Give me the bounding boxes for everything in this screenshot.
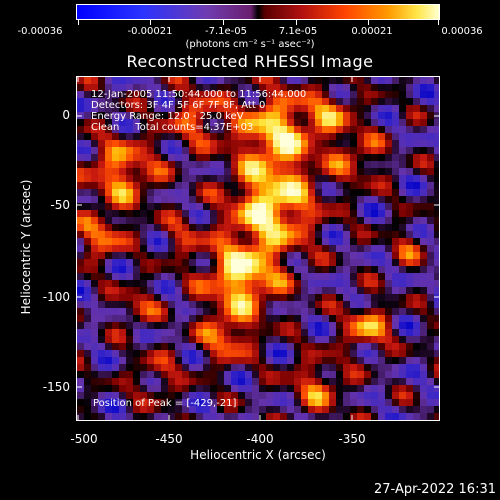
colorbar-tick-label: 0.00036 [441, 26, 483, 37]
x-tick-label: -500 [70, 432, 98, 446]
y-tick-label: 0 [62, 108, 70, 122]
image-title: Reconstructed RHESSI Image [126, 52, 374, 71]
colorbar-tick-label: -7.1e-05 [205, 26, 247, 37]
footer-date: 27-Apr-2022 16:31 [374, 482, 496, 497]
y-tick-label: -150 [42, 380, 70, 394]
x-axis-label: Heliocentric X (arcsec) [190, 448, 326, 462]
heatmap-image [77, 77, 439, 420]
x-tick-label: -350 [338, 432, 366, 446]
y-tick-label: -100 [42, 290, 70, 304]
y-axis-label: Heliocentric Y (arcsec) [19, 179, 33, 315]
rhessi-image-plot: 12-Jan-2005 11:50:44.000 to 11:56:44.000… [76, 76, 440, 421]
time-range-text: 12-Jan-2005 11:50:44.000 to 11:56:44.000 [91, 89, 307, 100]
colorbar-tick-label: 7.1e-05 [278, 26, 318, 37]
clean-counts-text: Clean Total counts=4.37E+03 [91, 122, 254, 133]
energy-range-text: Energy Range: 12.0 - 25.0 keV [91, 111, 244, 122]
colorbar-tick-label: -0.00021 [127, 26, 173, 37]
colorbar-units: (photons cm⁻² s⁻¹ asec⁻²) [185, 39, 315, 50]
x-tick-label: -400 [246, 432, 274, 446]
y-tick-label: -50 [50, 198, 70, 212]
peak-position-text: Position of Peak = [-429,-21] [93, 398, 237, 409]
detectors-text: Detectors: 3F 4F 5F 6F 7F 8F, Att 0 [91, 100, 266, 111]
colorbar-ticks: -0.00036 -0.00021 -7.1e-05 7.1e-05 0.000… [0, 0, 500, 40]
colorbar-tick-label: 0.00021 [351, 26, 393, 37]
colorbar [76, 4, 440, 20]
colorbar-tick-label: -0.00036 [17, 26, 63, 37]
x-tick-label: -450 [155, 432, 183, 446]
